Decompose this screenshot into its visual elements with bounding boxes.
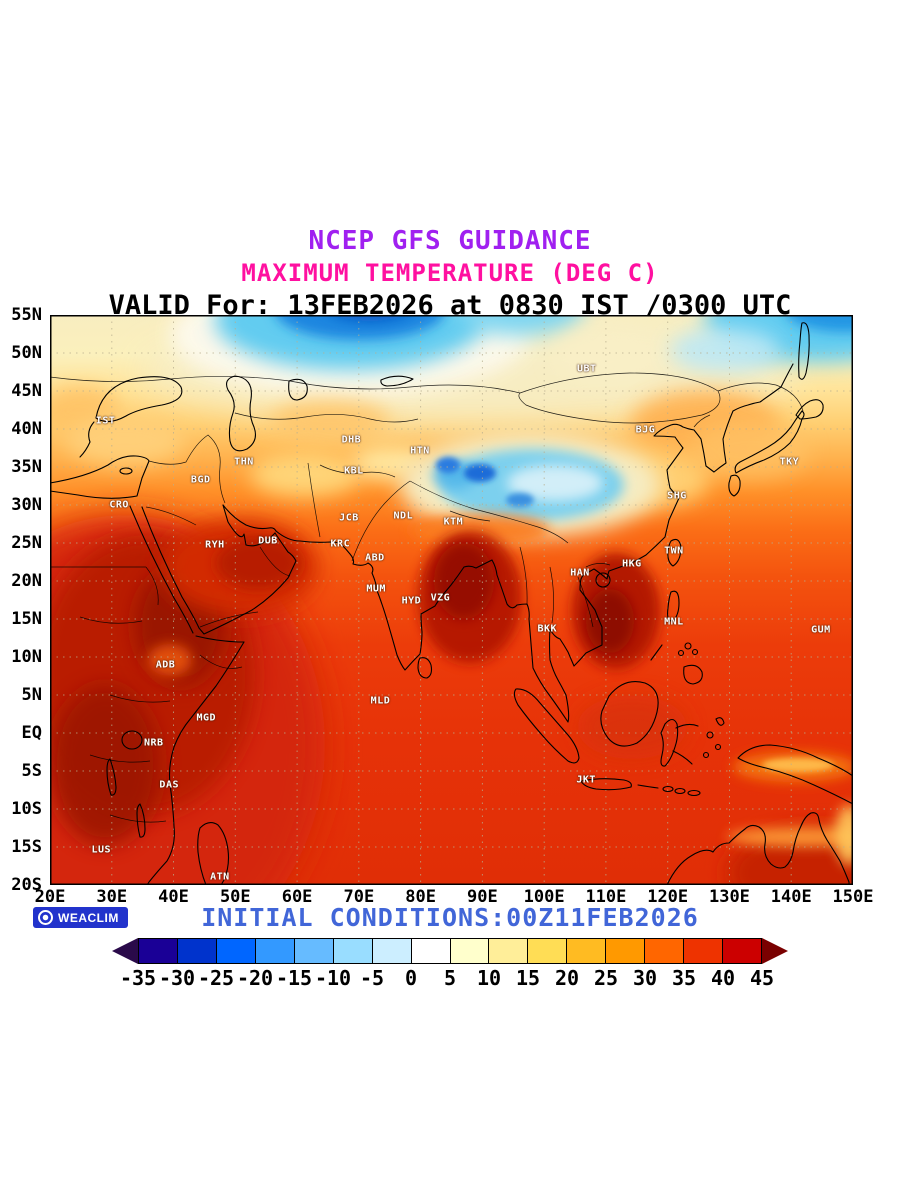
lon-tick-label: 50E <box>219 887 251 907</box>
colorbar-tick-label: -35 <box>119 966 157 990</box>
colorbar-tick-label: 10 <box>476 966 502 990</box>
lon-tick-label: 110E <box>585 887 627 907</box>
lon-tick-label: 120E <box>647 887 689 907</box>
colorbar-segment <box>216 939 256 963</box>
lat-tick-label: 25N <box>11 533 42 553</box>
colorbar-tick-label: -15 <box>275 966 313 990</box>
lat-tick-label: 20S <box>11 875 42 895</box>
colorbar-segment <box>450 939 490 963</box>
colorbar-ticks: -35 -30 -25 -20 -15 -10 -5 0 5 10 15 20 25 30 35 40 45 <box>112 966 788 990</box>
colorbar-segment <box>606 939 646 963</box>
colorbar-tick-label: -25 <box>197 966 235 990</box>
weaclim-label: WEACLIM <box>58 910 119 925</box>
colorbar-tick-label: -5 <box>359 966 385 990</box>
map-plot: IST THN BGD CRO RYH DUB KBL DHB HTN UBT BJG TKY SHG T… <box>50 315 853 885</box>
colorbar-tick-label: 35 <box>671 966 697 990</box>
temperature-anomaly-blobs <box>50 315 853 885</box>
colorbar-segment <box>645 939 685 963</box>
lat-tick-label: 20N <box>11 571 42 591</box>
colorbar-arrow-left <box>112 938 138 964</box>
colorbar <box>112 938 788 964</box>
lat-tick-label: 5N <box>21 685 42 705</box>
colorbar-tick-label: 40 <box>710 966 736 990</box>
weaclim-logo: WEACLIM <box>33 907 128 928</box>
colorbar-segment <box>372 939 412 963</box>
lon-tick-label: 20E <box>34 887 66 907</box>
lon-tick-label: 90E <box>467 887 498 907</box>
lat-tick-label: 10N <box>11 647 42 667</box>
colorbar-tick-label: -10 <box>314 966 352 990</box>
lon-tick-label: 130E <box>708 887 750 907</box>
lat-tick-label: 50N <box>11 343 42 363</box>
lon-tick-label: 60E <box>281 887 313 907</box>
colorbar-segment <box>177 939 217 963</box>
lon-tick-label: 30E <box>96 887 128 907</box>
lat-tick-label: 10S <box>11 799 42 819</box>
colorbar-tick-label: -30 <box>158 966 196 990</box>
colorbar-segment <box>333 939 373 963</box>
colorbar-tick-label: 20 <box>554 966 580 990</box>
lat-tick-label: 45N <box>11 381 42 401</box>
title-block: NCEP GFS GUIDANCE MAXIMUM TEMPERATURE (D… <box>0 226 900 321</box>
lat-axis: 55N 50N 45N 40N 35N 30N 25N 20N 15N 10N 5N EQ 5S 10S 1… <box>0 305 45 895</box>
lat-tick-label: 15S <box>11 837 42 857</box>
lon-tick-label: 150E <box>832 887 874 907</box>
colorbar-segment <box>411 939 451 963</box>
lon-tick-label: 140E <box>770 887 812 907</box>
colorbar-tick-label: 45 <box>749 966 775 990</box>
coastlines <box>50 322 853 885</box>
lat-tick-label: 5S <box>21 761 42 781</box>
colorbar-segment <box>528 939 568 963</box>
map-frame <box>50 315 853 885</box>
lon-tick-label: 80E <box>405 887 436 907</box>
colorbar-tick-label: 15 <box>515 966 541 990</box>
lon-tick-label: 70E <box>343 887 375 907</box>
colorbar-segment <box>489 939 529 963</box>
colorbar-segment <box>684 939 724 963</box>
colorbar-segments <box>138 938 762 964</box>
weaclim-icon <box>38 910 53 925</box>
colorbar-arrow-right <box>762 938 788 964</box>
lat-tick-label: 35N <box>11 457 42 477</box>
title-line-2: MAXIMUM TEMPERATURE (DEG C) <box>241 259 659 287</box>
colorbar-segment <box>255 939 295 963</box>
lon-tick-label: 40E <box>158 887 189 907</box>
lat-tick-label: 55N <box>11 305 42 325</box>
colorbar-tick-label: 0 <box>404 966 418 990</box>
country-borders <box>50 372 804 823</box>
title-line-1: NCEP GFS GUIDANCE <box>308 226 592 256</box>
colorbar-tick-label: 25 <box>593 966 619 990</box>
colorbar-segment <box>294 939 334 963</box>
lat-tick-label: 15N <box>11 609 42 629</box>
temperature-field-svg <box>50 315 853 885</box>
colorbar-tick-label: -20 <box>236 966 274 990</box>
lon-tick-label: 100E <box>523 887 565 907</box>
lat-tick-label: EQ <box>21 723 42 743</box>
initial-conditions: INITIAL CONDITIONS:00Z11FEB2026 <box>201 903 699 932</box>
colorbar-segment <box>139 939 178 963</box>
lon-axis: 20E 30E 40E 50E 60E 70E 80E 90E 100E 110E 120E 130E… <box>35 887 874 909</box>
lat-tick-label: 40N <box>11 419 42 439</box>
colorbar-segment <box>723 939 761 963</box>
lat-tick-label: 30N <box>11 495 42 515</box>
colorbar-tick-label: 30 <box>632 966 658 990</box>
colorbar-segment <box>567 939 607 963</box>
colorbar-tick-label: 5 <box>443 966 457 990</box>
